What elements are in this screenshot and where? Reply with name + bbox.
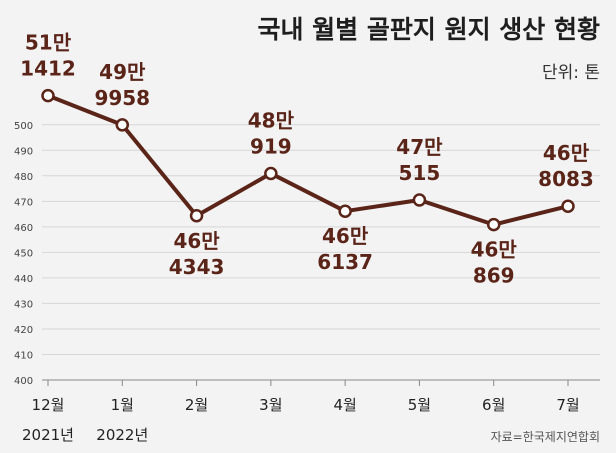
data-label-top: 46만: [322, 224, 369, 248]
data-label-top: 46만: [173, 229, 220, 253]
x-tick-label: 6월: [482, 396, 505, 414]
y-tick-label: 400: [14, 376, 33, 387]
data-point: [115, 118, 130, 132]
series-line: [47, 93, 569, 227]
data-label-bottom: 1412: [20, 57, 76, 81]
x-tick-label: 3월: [259, 396, 282, 414]
chart-title: 국내 월별 골판지 원지 생산 현황: [257, 15, 600, 44]
x-tick-label: 1월: [111, 396, 134, 414]
data-point: [338, 204, 352, 218]
data-label-top: 47만: [396, 135, 443, 159]
y-tick-label: 460: [14, 223, 33, 234]
x-tick-label: 7월: [556, 396, 579, 414]
data-point: [412, 193, 427, 207]
data-point: [486, 217, 501, 232]
data-point: [189, 209, 204, 223]
data-label-top: 48만: [248, 108, 295, 132]
x-tick-label: 2월: [185, 396, 208, 414]
data-points: [41, 88, 575, 232]
x-tick-label: 12월: [32, 396, 65, 414]
data-label-bottom: 9958: [94, 86, 150, 110]
y-tick-label: 470: [14, 197, 33, 208]
x-axis-ticks: 12월 2021년 1월 2022년 2월 3월 4월 5월 6월 7월: [22, 380, 580, 444]
data-label-bottom: 869: [473, 264, 515, 288]
y-tick-label: 440: [14, 274, 33, 285]
y-tick-label: 490: [14, 146, 33, 157]
y-tick-label: 430: [14, 299, 33, 310]
data-label-top: 51만: [25, 31, 72, 55]
y-tick-label: 410: [14, 350, 33, 361]
data-point: [41, 88, 55, 103]
y-axis-ticks: 400 410 420 430 440 450 460 470 480 490 500: [14, 121, 33, 387]
y-tick-label: 500: [14, 121, 33, 132]
data-label-bottom: 515: [399, 161, 441, 185]
unit-label: 단위: 톤: [542, 63, 600, 83]
x-year-label: 2022년: [96, 426, 148, 444]
y-tick-label: 480: [14, 172, 33, 183]
y-tick-label: 420: [14, 325, 33, 336]
y-tick-label: 450: [14, 248, 33, 259]
x-tick-label: 5월: [408, 396, 431, 414]
x-year-label: 2021년: [22, 426, 74, 444]
data-point: [264, 166, 278, 181]
data-label-top: 46만: [543, 141, 590, 165]
source-note: 자료=한국제지연합회: [491, 430, 600, 444]
grid-lines: [42, 124, 600, 381]
data-point: [561, 199, 575, 213]
data-label-top: 49만: [99, 60, 146, 84]
x-tick-label: 4월: [333, 396, 356, 414]
data-label-bottom: 919: [250, 134, 292, 158]
data-label-bottom: 8083: [538, 167, 594, 191]
data-label-bottom: 4343: [169, 255, 225, 279]
data-label-top: 46만: [471, 238, 518, 262]
data-label-bottom: 6137: [317, 250, 373, 274]
